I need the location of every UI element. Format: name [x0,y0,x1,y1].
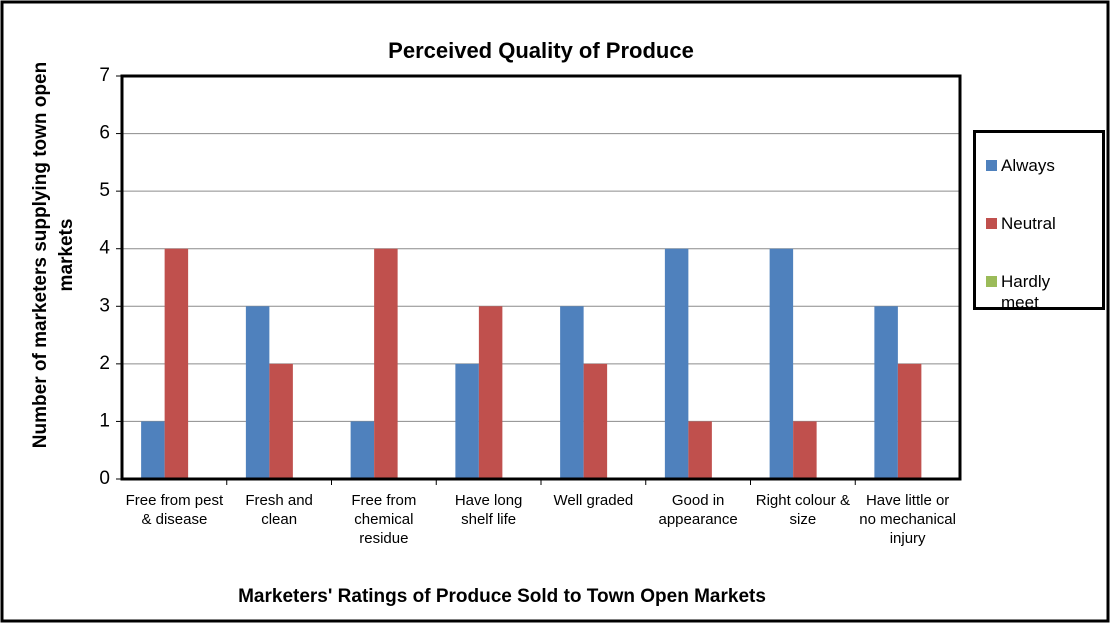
x-axis-title: Marketers' Ratings of Produce Sold to To… [238,586,766,607]
y-axis-title: Number of marketers supplying town open … [30,61,77,449]
legend: Always Neutral Hardly meet [973,130,1105,312]
bar [455,363,479,479]
legend-label: Always [1001,156,1055,175]
x-tick-label: Have little or no mechanical injury [859,492,956,547]
bar [769,248,794,479]
y-tick-label: 5 [99,180,110,201]
bar [350,421,375,479]
plot-border [120,74,962,481]
bar [245,306,270,479]
bar [897,363,922,479]
bar [664,248,689,479]
legend-label: Hardly meet [1001,272,1051,312]
legend-swatch [986,160,997,171]
x-tick-label: Good in appearance [658,492,738,528]
x-tick-label: Well graded [553,492,634,509]
legend-label: Neutral [1001,214,1056,233]
bar [374,248,398,479]
legend-swatch [986,276,997,287]
x-tick-label: Free from pest & disease [125,492,224,528]
y-tick-label: 4 [99,238,110,259]
bar [874,306,898,479]
bar [478,306,503,479]
bar [583,363,608,479]
bar [560,306,584,479]
bar [269,363,293,479]
bar [164,248,189,479]
legend-swatch [986,218,997,229]
y-tick-label: 6 [99,123,110,144]
bar [141,421,165,479]
x-tick-label: Fresh and clean [245,492,313,528]
x-tick-label: Have long shelf life [454,492,523,528]
y-tick-label: 3 [99,295,110,316]
chart-title: Perceived Quality of Produce [388,38,694,63]
bar [688,421,712,479]
x-tick-label: Free from chemical residue [351,492,417,547]
y-tick-label: 0 [99,468,110,489]
y-tick-label: 7 [99,65,110,86]
y-tick-label: 1 [99,410,110,431]
y-tick-label: 2 [99,353,110,374]
bar [793,421,817,479]
x-tick-label: Right colour & size [755,492,850,528]
